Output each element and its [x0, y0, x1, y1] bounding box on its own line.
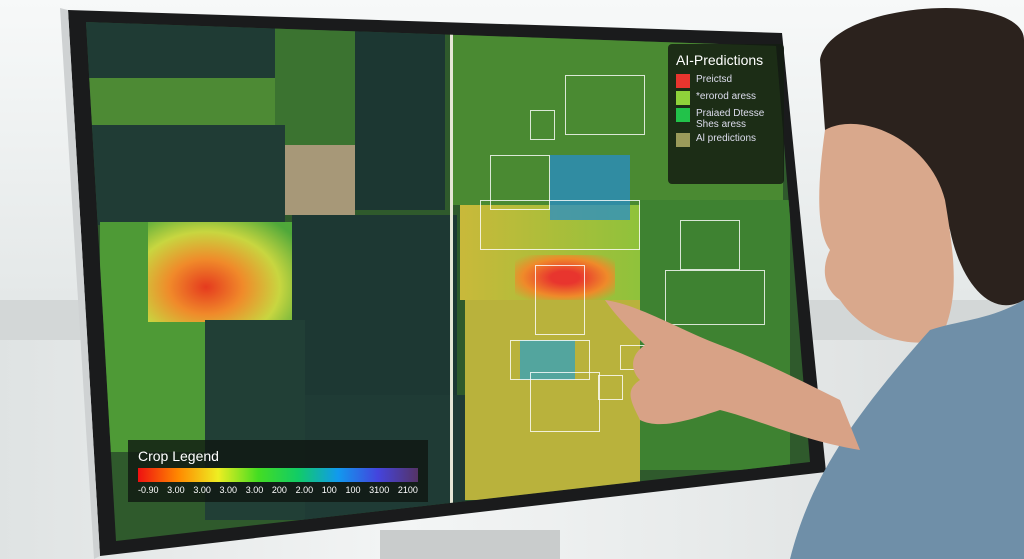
crop-legend: Crop Legend -0.90 3.00 3.00 3.00 3.00 200 2.00…	[128, 440, 428, 502]
prediction-box[interactable]	[530, 110, 555, 140]
prediction-box[interactable]	[565, 75, 645, 135]
swatch-lightgreen	[676, 91, 690, 105]
field	[86, 78, 276, 128]
legend-title: AI-Predictions	[676, 52, 764, 68]
prediction-box[interactable]	[598, 375, 623, 400]
scale-tick-label: 100	[345, 485, 361, 495]
legend-item: Preictsd	[676, 74, 776, 88]
prediction-box[interactable]	[665, 270, 765, 325]
field	[292, 215, 457, 400]
face	[819, 123, 954, 343]
field	[355, 25, 445, 210]
scale-tick-label: 3.00	[245, 485, 264, 495]
scale-tick-label: 200	[271, 485, 287, 495]
legend-item: Praiaed Dtesse Shes aress	[676, 108, 776, 130]
field	[90, 125, 285, 225]
legend-label: Praiaed Dtesse Shes aress	[696, 108, 765, 130]
legend-label: Preictsd	[696, 74, 733, 85]
prediction-box[interactable]	[530, 372, 600, 432]
scale-tick-label: 3.00	[193, 485, 211, 495]
legend-item: *erorod aress	[676, 91, 776, 105]
legend-item: Al predictions	[676, 133, 776, 147]
field	[465, 300, 640, 500]
prediction-box[interactable]	[535, 265, 585, 335]
heatmap-field	[148, 222, 293, 322]
scale-tick-label: -0.90	[138, 485, 159, 495]
divider-line	[450, 30, 453, 510]
scale-tick-label: 2100	[397, 485, 418, 495]
scale-tick-label: 3.00	[219, 485, 238, 495]
prediction-box[interactable]	[490, 155, 550, 210]
crop-legend-title: Crop Legend	[138, 448, 219, 464]
color-scale-bar	[138, 468, 418, 482]
ai-predictions-legend: AI-Predictions Preictsd *erorod aress Pr…	[668, 44, 784, 184]
scale-ticks: -0.90 3.00 3.00 3.00 3.00 200 2.00 100 100 3100 21…	[138, 485, 418, 495]
hair	[820, 7, 1024, 306]
legend-label: Al predictions	[696, 133, 757, 144]
scale-tick-label: 3.00	[167, 485, 185, 495]
scale-tick-label: 3100	[369, 485, 390, 495]
prediction-area	[520, 340, 575, 380]
pointing-hand	[605, 300, 860, 450]
stress-area	[515, 255, 615, 300]
swatch-green	[676, 108, 690, 122]
farm-buildings	[285, 145, 355, 215]
prediction-box[interactable]	[510, 340, 590, 380]
field	[275, 25, 355, 145]
shirt	[790, 300, 1024, 559]
scale-tick-label: 100	[321, 485, 337, 495]
prediction-box[interactable]	[480, 200, 640, 250]
swatch-red	[676, 74, 690, 88]
scale-tick-label: 2.00	[295, 485, 314, 495]
prediction-area	[550, 155, 630, 220]
prediction-box[interactable]	[680, 220, 740, 270]
legend-label: *erorod aress	[696, 91, 757, 102]
swatch-olive	[676, 133, 690, 147]
